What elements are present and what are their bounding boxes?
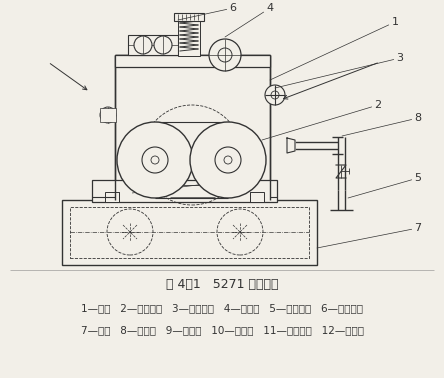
Bar xyxy=(174,13,204,21)
Bar xyxy=(92,180,277,202)
Circle shape xyxy=(218,48,232,62)
Bar xyxy=(115,55,270,67)
Text: 1—机架   2—主动轧辊   3—被动轧辊   4—轧液辊   5—轧槽轧辊   6—加压装置: 1—机架 2—主动轧辊 3—被动轧辊 4—轧液辊 5—轧槽轧辊 6—加压装置 xyxy=(81,303,363,313)
Text: 4: 4 xyxy=(225,3,274,37)
Text: 5: 5 xyxy=(348,173,421,198)
Circle shape xyxy=(134,36,152,54)
Text: 8: 8 xyxy=(342,113,421,136)
Circle shape xyxy=(151,156,159,164)
Bar xyxy=(62,200,317,265)
Polygon shape xyxy=(287,138,295,153)
Circle shape xyxy=(142,147,168,173)
Text: 6: 6 xyxy=(178,3,237,20)
Circle shape xyxy=(271,91,279,99)
Bar xyxy=(250,192,264,202)
Circle shape xyxy=(265,85,285,105)
Bar xyxy=(70,207,309,258)
Circle shape xyxy=(117,122,193,198)
Circle shape xyxy=(100,107,116,123)
Circle shape xyxy=(154,36,172,54)
Bar xyxy=(128,35,178,55)
Text: 7: 7 xyxy=(317,223,421,248)
Text: 2: 2 xyxy=(262,100,381,140)
Bar xyxy=(115,55,270,200)
Circle shape xyxy=(209,39,241,71)
Text: 7—轧槽   8—喷水管   9—进布圈   10—出布圈   11—传动装置   12—分布棒: 7—轧槽 8—喷水管 9—进布圈 10—出布圈 11—传动装置 12—分布棒 xyxy=(80,325,364,335)
Bar xyxy=(100,108,116,122)
Bar xyxy=(105,192,119,202)
Text: 1: 1 xyxy=(270,17,399,80)
Bar xyxy=(178,18,200,56)
Text: 3: 3 xyxy=(275,53,404,88)
Circle shape xyxy=(105,112,111,118)
Circle shape xyxy=(215,147,241,173)
Circle shape xyxy=(190,122,266,198)
Text: 图 4－1   5271 型绳洗机: 图 4－1 5271 型绳洗机 xyxy=(166,277,278,291)
Circle shape xyxy=(224,156,232,164)
